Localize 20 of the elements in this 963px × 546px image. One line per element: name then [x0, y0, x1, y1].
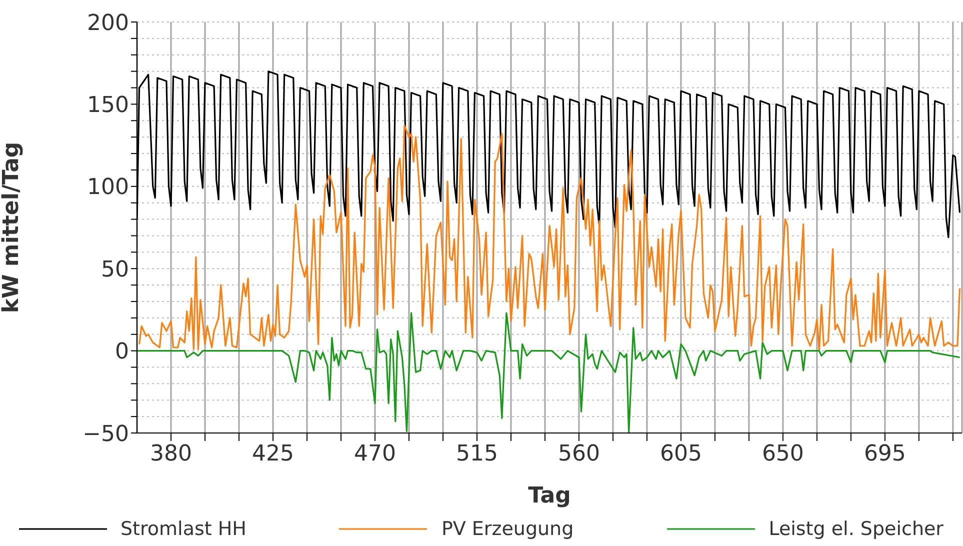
y-tick-label: 200	[87, 10, 129, 36]
x-axis-title: Tag	[528, 484, 571, 509]
legend-label: Leistg el. Speicher	[768, 518, 944, 540]
legend-label: Stromlast HH	[120, 518, 246, 540]
x-tick-label: 380	[150, 442, 192, 467]
line-series	[138, 124, 961, 352]
y-tick-label: 0	[115, 340, 129, 365]
x-tick-label: 560	[558, 442, 600, 467]
y-tick-label: −50	[82, 422, 129, 447]
x-tick-label: 425	[252, 442, 294, 467]
x-tick-label: 605	[660, 442, 702, 467]
y-tick-label: 150	[87, 93, 129, 118]
x-tick-label: 515	[456, 442, 498, 467]
x-tick-label: 650	[762, 442, 804, 467]
legend-label: PV Erzeugung	[441, 518, 574, 540]
y-axis-title: kW mittel/Tag	[0, 142, 24, 314]
x-tick-label: 695	[864, 442, 906, 467]
y-tick-label: 50	[101, 257, 129, 282]
x-tick-label: 470	[354, 442, 396, 467]
y-tick-label: 100	[87, 175, 129, 200]
